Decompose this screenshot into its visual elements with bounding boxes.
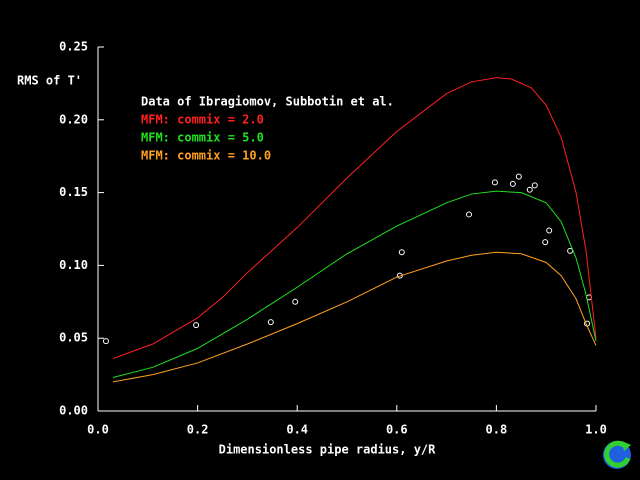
data-point [526,186,533,193]
y-tick-label: 0.20 [59,112,88,126]
legend-entry: MFM: commix = 5.0 [141,131,264,145]
data-point [546,227,553,234]
line-series [112,251,597,383]
data-point [542,239,549,246]
line-series [112,77,597,360]
y-tick-label: 0.25 [59,40,88,54]
data-point [193,322,200,329]
data-point [509,180,516,187]
logo-arrow [604,440,631,468]
x-tick-label: 0.2 [187,423,209,437]
logo [603,440,631,469]
legend-entry: Data of Ibragiomov, Subbotin et al. [141,95,394,109]
x-tick-label: 1.0 [585,423,607,437]
x-tick-label: 0.0 [87,423,109,437]
y-tick-label: 0.05 [59,331,88,345]
y-axis-label: RMS of T' [17,74,82,88]
data-point [398,249,405,256]
x-tick-label: 0.4 [286,423,308,437]
legend-entry: MFM: commix = 10.0 [141,149,271,163]
line-series [112,190,597,378]
x-tick-label: 0.8 [486,423,508,437]
data-point [267,319,274,326]
logo-arrowhead [622,441,631,451]
y-tick-label: 0.00 [59,404,88,418]
x-tick-label: 0.6 [386,423,408,437]
data-point [531,182,538,189]
data-point [515,173,522,180]
y-tick-label: 0.15 [59,185,88,199]
legend-entry: MFM: commix = 2.0 [141,113,264,127]
y-tick-label: 0.10 [59,258,88,272]
data-point [466,211,473,218]
data-point [491,179,498,186]
data-point [292,298,299,305]
data-point [102,338,109,345]
x-axis-label: Dimensionless pipe radius, y/R [219,443,437,457]
